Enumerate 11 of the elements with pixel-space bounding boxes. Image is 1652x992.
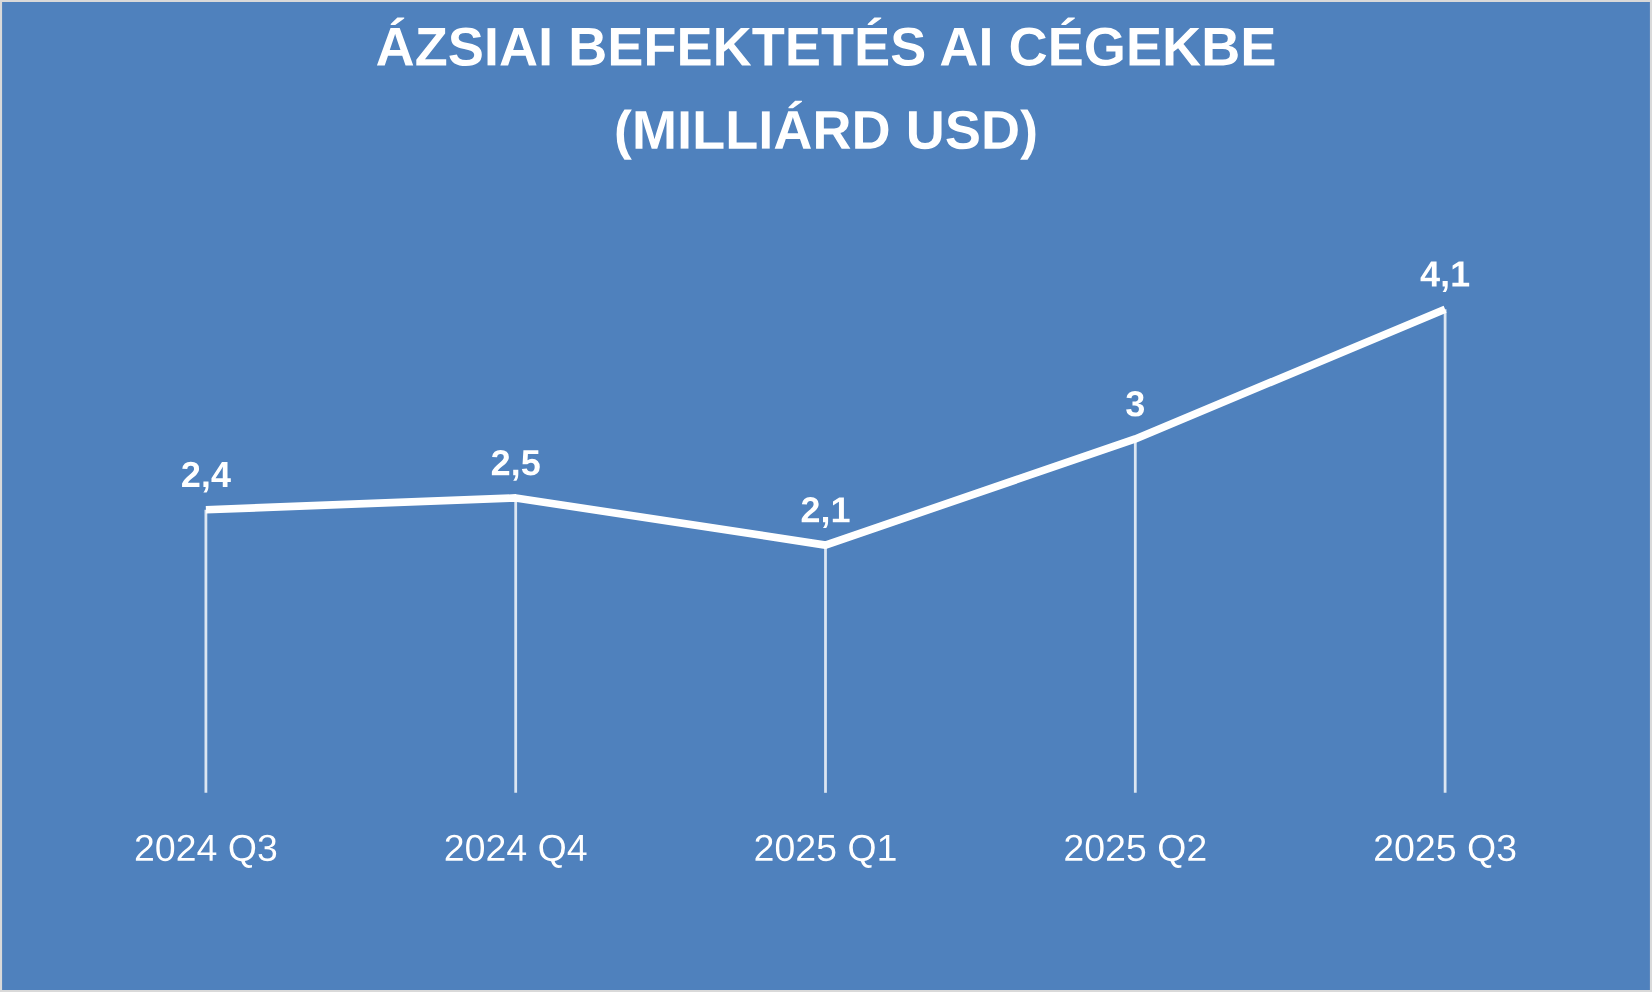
x-tick-label: 2024 Q3: [135, 834, 277, 868]
x-tick-label: 2025 Q3: [1375, 834, 1516, 868]
data-label: 2,1: [801, 497, 850, 528]
data-label: 2,4: [182, 461, 231, 493]
data-label: 3: [1126, 390, 1145, 417]
x-tick-label: 2025 Q2: [1065, 834, 1206, 868]
data-label: 4,1: [1420, 261, 1470, 292]
x-tick-label: 2025 Q1: [755, 834, 896, 868]
data-label: 2,5: [491, 449, 540, 481]
chart-title: ÁZSIAI BEFEKTETÉS AI CÉGEKBE (MILLIÁRD USD): [376, 17, 1275, 160]
x-tick-label: 2024 Q4: [445, 834, 587, 868]
